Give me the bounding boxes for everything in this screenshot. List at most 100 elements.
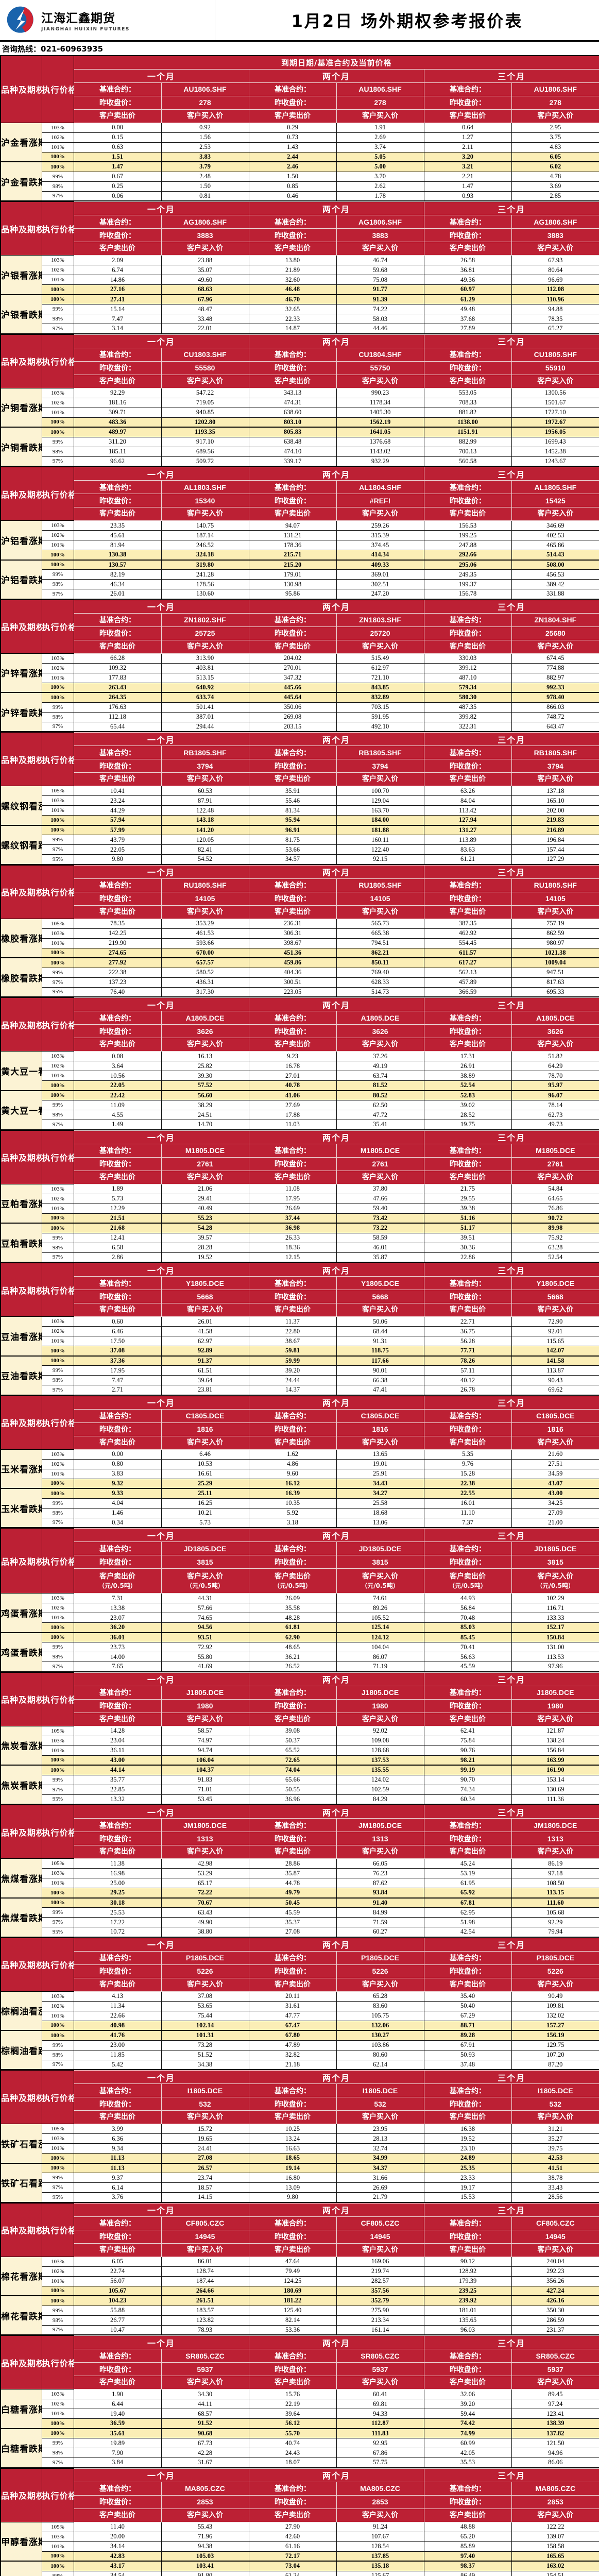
prev-close-label: 昨收盘价： [73,1832,162,1845]
sell-price-cell: 17.22 [73,1917,162,1927]
call-option-label: 棕榈油看涨期权 [0,1991,42,2031]
put-option-label: 焦炭看跌期权 [0,1765,42,1805]
contract-label: 基准合约： [73,1409,162,1423]
sell-price-cell: 37.36 [73,1355,162,1366]
sell-price-cell: 40.98 [73,2020,162,2031]
sell-price-cell: 59.81 [248,1346,337,1356]
buy-price-header: 客户买入价 [336,2110,424,2124]
buy-price-cell: 769.40 [336,967,424,978]
prev-close-label: 昨收盘价： [248,1555,337,1569]
strike-cell: 101% [41,2276,74,2286]
contract-value: Y1805.DCE [336,1276,424,1290]
sell-price-cell: 35.87 [248,1868,337,1878]
month-header: 两个月 [248,997,424,1011]
buy-price-cell: 184.00 [336,815,424,825]
buy-price-cell: 112.87 [336,2418,424,2429]
strike-cell: 99% [41,1365,74,1376]
buy-price-cell: 1.78 [336,191,424,201]
strike-cell: 103% [41,255,74,265]
variety-type-header: 品种及期权类型 [0,1395,42,1450]
buy-price-cell: 324.18 [161,550,249,560]
buy-price-cell: 427.24 [511,2285,599,2296]
sell-price-cell: 61.81 [248,1622,337,1633]
prev-close-label: 昨收盘价： [423,1422,512,1436]
strike-price-header: 执行价格 [41,2202,74,2257]
company-logo-area: 江海汇鑫期货 JIANGHAI HUIXIN FUTURES [0,0,215,40]
buy-price-cell: 28.13 [336,2133,424,2144]
buy-price-cell: 109.08 [336,1735,424,1746]
prev-close-value: 532 [161,2097,249,2111]
buy-price-cell: 1641.05 [336,427,424,437]
sell-price-cell: 49.79 [248,1888,337,1898]
month-header: 三个月 [423,2468,599,2482]
sell-price-cell: 9.37 [73,2173,162,2183]
buy-price-cell: 104.04 [336,1642,424,1652]
contract-label: 基准合约： [423,2083,512,2097]
buy-price-cell: 128.74 [161,2266,249,2277]
prev-close-label: 昨收盘价： [423,228,512,242]
buy-price-header: 客户买入价 [336,374,424,388]
strike-cell: 98% [41,711,74,722]
expiry-band-header: 到期日期/基准合约及当前价格 [73,55,599,70]
strike-cell: 98% [41,1110,74,1120]
put-option-label: 豆油看跌期权 [0,1355,42,1395]
sell-price-cell: 12.41 [73,1232,162,1243]
sell-price-cell: 0.08 [73,1051,162,1061]
buy-price-cell: 44.31 [161,1593,249,1603]
sell-price-cell: 263.43 [73,682,162,693]
buy-price-header: 客户买入价 [161,1038,249,1052]
buy-price-cell: 73.28 [161,2040,249,2050]
buy-price-cell: 1956.05 [511,427,599,437]
buy-price-cell: 593.66 [161,938,249,948]
sell-price-cell: 21.51 [73,1213,162,1224]
strike-price-header: 执行价格 [41,2070,74,2124]
sell-price-cell: 50.37 [248,1735,337,1746]
sell-price-header: 客户卖出价 [73,1038,162,1052]
buy-price-cell: 101.31 [161,2030,249,2041]
buy-price-cell: 2.85 [511,191,599,201]
buy-price-cell: 580.52 [161,967,249,978]
sell-price-cell: 20.00 [73,2531,162,2542]
buy-price-cell: 196.84 [511,835,599,845]
buy-price-cell: 137.18 [511,786,599,796]
sell-price-cell: 35.37 [248,1917,337,1927]
buy-price-cell: 514.73 [336,987,424,997]
strike-cell: 105% [41,918,74,929]
commodity-block-玉米: 品种及期权类型执行价格一个月两个月三个月基准合约：C1805.DCE基准合约：C… [0,1395,599,1528]
call-option-label: 豆粕看涨期权 [0,1183,42,1224]
sell-price-cell: 23.07 [73,1613,162,1623]
sell-price-cell: 112.18 [73,711,162,722]
prev-close-value: 55580 [161,361,249,375]
strike-cell: 97% [41,1662,74,1672]
month-header: 一个月 [73,1263,249,1277]
buy-price-cell: 93.51 [161,1632,249,1642]
sell-price-cell: 37.68 [423,314,512,324]
buy-price-cell: 25.91 [336,1468,424,1479]
sell-price-header: 客户卖出价 [73,2243,162,2257]
buy-price-header: 客户买入价 [336,639,424,654]
buy-price-cell: 2.62 [336,181,424,192]
sell-price-cell: 10.72 [73,1927,162,1937]
buy-price-cell: 55.23 [161,1213,249,1224]
buy-price-cell: 161.90 [511,1765,599,1775]
buy-price-cell: 62.14 [336,2059,424,2070]
buy-price-cell: 63.43 [161,1907,249,1918]
sell-price-header: 客户卖出价 [248,1170,337,1184]
put-option-label: 玉米看跌期权 [0,1488,42,1528]
sell-price-header: 客户卖出价 [73,905,162,919]
buy-price-cell: 843.85 [336,682,424,693]
month-header: 一个月 [73,1130,249,1144]
month-header: 两个月 [248,1263,424,1277]
contract-label: 基准合约： [248,1276,337,1290]
buy-price-cell: 67.93 [511,255,599,265]
sell-price-cell: 203.15 [248,721,337,732]
strike-cell: 102% [41,2001,74,2011]
sell-price-cell: 42.54 [423,1927,512,1937]
sell-price-cell: 6.74 [73,265,162,275]
sell-price-cell: 215.20 [248,559,337,570]
buy-price-cell: 414.34 [336,550,424,560]
buy-price-cell: 42.98 [161,1858,249,1869]
buy-price-cell: 129.04 [336,795,424,806]
contract-label: 基准合约： [248,82,337,96]
strike-cell: 102% [41,530,74,540]
